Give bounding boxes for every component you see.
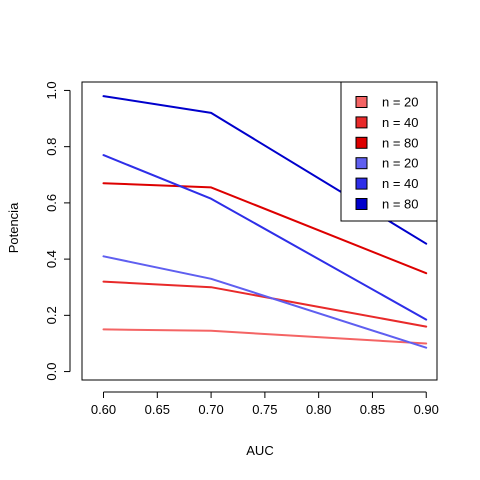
series-line-5 xyxy=(102,154,428,321)
series-line-3 xyxy=(102,182,428,275)
legend-label: n = 80 xyxy=(382,197,419,212)
series-line-4 xyxy=(102,255,428,349)
x-tick-label: 0.65 xyxy=(145,402,170,417)
legend-swatch xyxy=(355,96,368,108)
series-line-2 xyxy=(102,280,428,328)
legend-swatch xyxy=(355,136,368,149)
x-tick-label: 0.75 xyxy=(252,402,277,417)
series-lines xyxy=(102,95,428,349)
x-tick-label: 0.80 xyxy=(306,402,331,417)
legend-swatch xyxy=(355,177,368,190)
axes: 0.60 0.65 0.70 0.75 0.80 0.85 0.90 0.0 0.2 0.4 0.6… xyxy=(44,81,439,417)
legend-swatch xyxy=(355,198,368,210)
legend-swatch xyxy=(355,157,368,170)
legend-label: n = 20 xyxy=(382,156,419,171)
y-tick-label: 0.0 xyxy=(44,363,59,381)
legend: n = 20 n = 40 n = 80 n = 20 n = 40 n = 80 xyxy=(340,81,438,222)
legend-label: n = 40 xyxy=(382,115,419,130)
legend-label: n = 40 xyxy=(382,176,419,191)
plot-frame xyxy=(81,81,438,381)
plot-area xyxy=(81,81,438,381)
legend-label: n = 80 xyxy=(382,135,419,150)
x-tick-label: 0.70 xyxy=(198,402,223,417)
y-tick-label: 0.2 xyxy=(44,306,59,324)
series-line-1 xyxy=(102,328,428,345)
y-tick-label: 0.4 xyxy=(44,250,59,268)
x-tick-label: 0.85 xyxy=(360,402,385,417)
y-tick-label: 0.6 xyxy=(44,194,59,212)
x-axis-title: AUC xyxy=(246,443,273,458)
x-tick-label: 0.90 xyxy=(414,402,439,417)
legend-swatch xyxy=(355,116,368,129)
y-tick-label: 0.8 xyxy=(44,138,59,156)
legend-label: n = 20 xyxy=(382,95,419,110)
x-tick-label: 0.60 xyxy=(91,402,116,417)
y-tick-label: 1.0 xyxy=(44,81,59,99)
y-axis-title: Potencia xyxy=(6,202,21,253)
